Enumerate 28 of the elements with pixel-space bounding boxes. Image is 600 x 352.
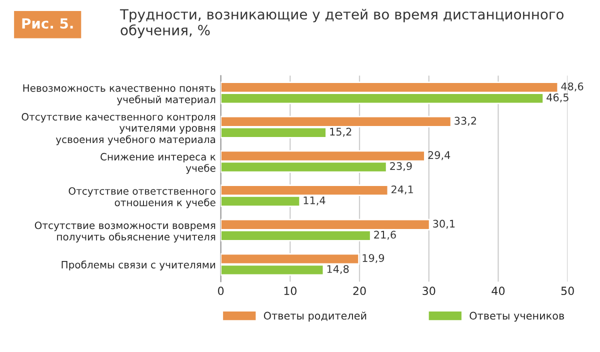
data-label: 46,5 bbox=[546, 93, 568, 102]
data-label: 19,9 bbox=[362, 254, 384, 264]
y-tick-label: Отсутствие ответственного отношения к учебе bbox=[68, 187, 216, 208]
legend-label: Ответы родителей bbox=[264, 312, 366, 322]
x-tick-label: 50 bbox=[561, 286, 574, 296]
x-tick-label: 20 bbox=[353, 286, 366, 296]
legend-label: Ответы учеников bbox=[470, 312, 564, 322]
data-label: 24,1 bbox=[392, 185, 413, 194]
data-label: 14,8 bbox=[327, 265, 349, 274]
y-tick-label: Невозможность качественно понять учебный материал bbox=[23, 84, 216, 106]
y-tick-label: Проблемы связи с учителями bbox=[62, 260, 216, 270]
data-label: 48,6 bbox=[561, 82, 584, 92]
y-tick-label: Снижение интереса к учебе bbox=[100, 152, 216, 174]
data-label: 29,4 bbox=[428, 151, 450, 160]
y-tick-label: Отсутствие возможности вовремя получить обьяснение учителя bbox=[34, 222, 216, 242]
x-tick-label: 30 bbox=[422, 286, 436, 296]
y-tick-label: Отсутствие качественного контроля учителями уровня усвоения учебного материала bbox=[22, 113, 216, 146]
data-label: 23,9 bbox=[390, 162, 412, 172]
x-tick-label: 40 bbox=[492, 286, 505, 296]
data-label: 30,1 bbox=[433, 220, 455, 229]
data-label: 15,2 bbox=[330, 128, 352, 137]
x-tick-label: 0 bbox=[218, 286, 224, 296]
data-label: 21,6 bbox=[374, 230, 396, 240]
text: Рис. 5. bbox=[22, 18, 73, 29]
data-label: 33,2 bbox=[454, 116, 476, 126]
x-tick-label: 10 bbox=[284, 286, 296, 296]
data-label: 11,4 bbox=[304, 196, 326, 206]
chart-title: Трудности, возникающие у детей во время дистанционного обучения, % bbox=[120, 8, 564, 38]
